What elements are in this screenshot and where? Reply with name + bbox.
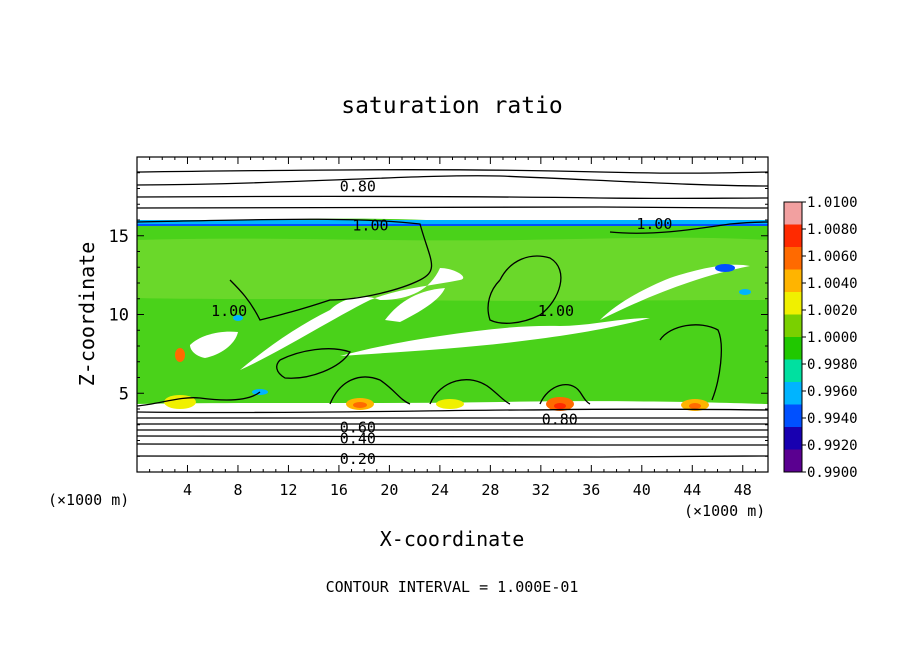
colorbar-swatch: [784, 247, 802, 270]
x-tick-label: 16: [330, 481, 348, 499]
contour-label: 0.20: [340, 450, 376, 468]
colorbar-swatch: [784, 382, 802, 405]
contour-label: 0.80: [542, 410, 578, 428]
x-tick-label: 48: [734, 481, 752, 499]
y-axis-label: Z-coordinate: [75, 242, 99, 387]
colorbar-label: 1.0100: [807, 195, 858, 211]
colorbar-label: 0.9980: [807, 357, 858, 373]
colorbar-swatch: [784, 202, 802, 225]
colorbar-label: 0.9940: [807, 411, 858, 427]
colorbar-swatch: [784, 337, 802, 360]
x-tick-label: 32: [532, 481, 550, 499]
x-tick-label: 24: [431, 481, 449, 499]
contour-lines: [137, 169, 768, 458]
dry-region: [240, 268, 464, 370]
colorbar-swatch: [784, 292, 802, 315]
colorbar-label: 1.0080: [807, 222, 858, 238]
x-axis: 4 8 12 16 20 24 28 32 36 40 44 48: [149, 157, 756, 499]
colorbar-swatch: [784, 449, 802, 473]
x-tick-label: 28: [481, 481, 499, 499]
contour-label: 1.00: [538, 302, 574, 320]
y-tick-label: 10: [109, 306, 129, 326]
x-tick-label: 12: [279, 481, 297, 499]
x-tick-label: 8: [233, 481, 242, 499]
x-axis-label: X-coordinate: [380, 527, 525, 551]
y-tick-label: 5: [119, 384, 129, 404]
colorbar-label: 0.9920: [807, 438, 858, 454]
contour-label: 0.80: [340, 177, 376, 195]
chart-title: saturation ratio: [341, 93, 563, 119]
y-axis: 5 10 15: [109, 172, 768, 457]
colorbar-label: 1.0060: [807, 249, 858, 265]
colorbar-swatch: [784, 224, 802, 248]
y-tick-label: 15: [109, 227, 129, 247]
x-tick-label: 36: [582, 481, 600, 499]
plot-area: 0.80 1.00 1.00 1.00 1.00 0.80 0.600.40 0.20: [137, 157, 768, 472]
colorbar-swatch: [784, 359, 802, 383]
colorbar-label: 1.0020: [807, 303, 858, 319]
x-tick-label: 44: [683, 481, 701, 499]
colorbar-label: 1.0040: [807, 276, 858, 292]
contour-interval-footer: CONTOUR INTERVAL = 1.000E-01: [326, 578, 579, 596]
x-tick-label: 20: [380, 481, 398, 499]
x-tick-label: 40: [633, 481, 651, 499]
x-tick-label: 4: [183, 481, 192, 499]
colorbar-label: 0.9900: [807, 465, 858, 481]
contour-label: 0.40: [340, 429, 376, 447]
colorbar-label: 0.9960: [807, 384, 858, 400]
colorbar-swatch: [784, 269, 802, 293]
colorbar-swatch: [784, 404, 802, 428]
contour-label: 1.00: [211, 302, 247, 320]
x-unit-right: (×1000 m): [684, 502, 765, 520]
contour-label: 1.00: [352, 217, 388, 235]
colorbar-swatch: [784, 427, 802, 450]
contour-label: 0.60: [340, 418, 376, 436]
contour-label: 1.00: [636, 215, 672, 233]
colorbar: 1.0100 1.0080 1.0060 1.0040 1.0020 1.0000 0.99…: [783, 195, 858, 481]
colorbar-swatch: [784, 314, 802, 338]
colorbar-label: 1.0000: [807, 330, 858, 346]
x-unit-left: (×1000 m): [48, 491, 129, 509]
